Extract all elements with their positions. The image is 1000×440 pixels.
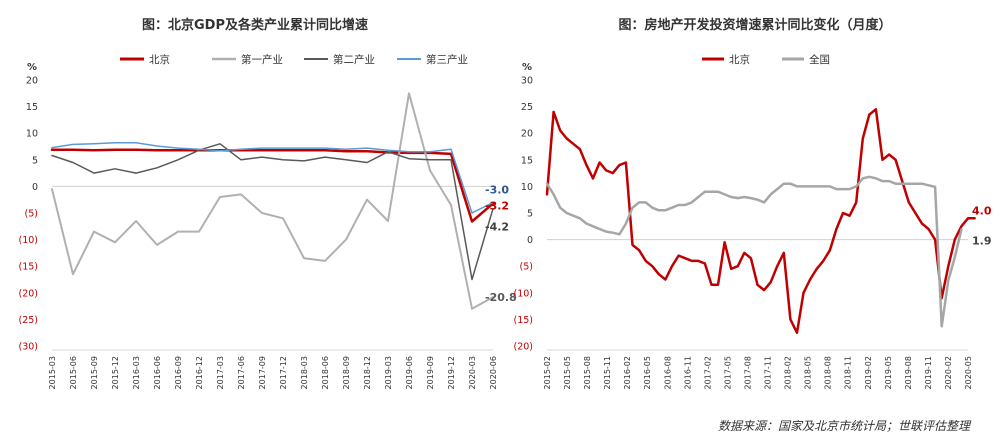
x-tick-label: 2020-05 [964, 356, 973, 389]
series-line [51, 142, 494, 214]
x-tick-label: 2015-05 [563, 356, 572, 389]
y-axis-unit: % [27, 62, 37, 73]
y-tick-label: (15) [18, 262, 38, 273]
y-tick-label: (15) [513, 315, 533, 326]
chart-gdp-growth: 图：北京GDP及各类产业累计同比增速 % 20 15 10 5 0 (5) (10) (15)… [18, 17, 516, 389]
x-tick-label: 2016-11 [683, 356, 692, 389]
x-tick-label: 2018-11 [844, 356, 853, 389]
y-axis-unit: % [522, 62, 532, 73]
x-tick-label: 2015-12 [111, 356, 120, 389]
x-tick-label: 2017-11 [764, 356, 773, 389]
x-tick-label: 2020-03 [468, 356, 477, 389]
x-tick-label: 2017-08 [743, 356, 752, 389]
x-tick-label: 2015-08 [583, 356, 592, 389]
series-line [50, 148, 495, 223]
chart-title: 图：北京GDP及各类产业累计同比增速 [142, 17, 368, 33]
data-label: -3.2 [485, 199, 509, 212]
x-tick-label: 2019-03 [384, 356, 393, 389]
y-tick-label: 15 [26, 102, 38, 113]
x-tick-label: 2019-08 [904, 356, 913, 389]
legend-label: 北京 [149, 53, 170, 66]
x-tick-label: 2017-05 [723, 356, 732, 389]
x-tick-label: 2018-08 [824, 356, 833, 389]
series-line [51, 92, 494, 310]
x-tick-label: 2017-09 [258, 356, 267, 389]
y-tick-label: 5 [527, 209, 533, 220]
x-tick-label: 2015-06 [69, 356, 78, 389]
series-line [545, 108, 976, 334]
series-line [545, 175, 963, 328]
x-tick-label: 2019-05 [884, 356, 893, 389]
x-tick-label: 2016-02 [623, 356, 632, 389]
x-tick-label: 2016-05 [643, 356, 652, 389]
x-tick-label: 2018-03 [300, 356, 309, 389]
x-tick-label: 2018-06 [321, 356, 330, 389]
x-tick-label: 2016-03 [132, 356, 141, 389]
series-line [51, 143, 494, 281]
data-label: 1.9 [972, 235, 992, 248]
y-tick-label: 30 [521, 76, 533, 87]
y-tick-label: (5) [25, 209, 38, 220]
y-tick-label: (10) [18, 235, 38, 246]
y-tick-label: 25 [521, 102, 533, 113]
x-tick-label: 2016-12 [195, 356, 204, 389]
x-tick-label: 2015-03 [48, 356, 57, 389]
x-tick-label: 2020-06 [489, 356, 498, 389]
chart-real-estate-investment: 图：房地产开发投资增速累计同比变化（月度） % 30 25 20 15 10 5 0 (5) (… [513, 17, 991, 389]
y-tick-label: 20 [26, 76, 38, 87]
y-tick-label: (25) [18, 315, 38, 326]
y-tick-label: 15 [521, 155, 533, 166]
x-tick-label: 2017-12 [279, 356, 288, 389]
y-tick-label: 20 [521, 129, 533, 140]
x-tick-label: 2016-08 [663, 356, 672, 389]
data-label: -4.2 [485, 220, 509, 233]
x-tick-label: 2018-09 [342, 356, 351, 389]
chart-title: 图：房地产开发投资增速累计同比变化（月度） [618, 17, 891, 33]
y-tick-label: 0 [527, 235, 533, 246]
x-tick-label: 2018-05 [804, 356, 813, 389]
legend-label: 第一产业 [241, 53, 283, 66]
data-label: -20.8 [485, 291, 517, 304]
y-tick-label: 5 [32, 155, 38, 166]
x-tick-label: 2015-02 [543, 356, 552, 389]
legend-label: 第三产业 [426, 53, 468, 66]
legend-label: 北京 [729, 53, 750, 66]
x-tick-label: 2018-12 [363, 356, 372, 389]
y-tick-label: (30) [18, 342, 38, 353]
y-tick-label: 0 [32, 182, 38, 193]
y-tick-label: (10) [513, 288, 533, 299]
y-tick-label: (20) [18, 288, 38, 299]
x-tick-label: 2018-02 [784, 356, 793, 389]
legend-label: 全国 [809, 53, 830, 66]
x-tick-label: 2019-09 [426, 356, 435, 389]
data-label: -3.0 [485, 183, 509, 196]
x-tick-label: 2016-09 [174, 356, 183, 389]
x-tick-label: 2015-11 [603, 356, 612, 389]
x-tick-label: 2019-11 [924, 356, 933, 389]
x-tick-label: 2019-12 [447, 356, 456, 389]
y-tick-label: (20) [513, 342, 533, 353]
x-tick-label: 2020-02 [944, 356, 953, 389]
x-tick-label: 2015-09 [90, 356, 99, 389]
x-tick-label: 2019-06 [405, 356, 414, 389]
x-tick-label: 2016-06 [153, 356, 162, 389]
y-tick-label: 10 [521, 182, 533, 193]
data-label: 4.0 [972, 204, 992, 217]
data-source-note: 数据来源：国家及北京市统计局；世联评估整理 [717, 419, 970, 433]
legend-label: 第二产业 [333, 53, 375, 66]
y-tick-label: 10 [26, 129, 38, 140]
x-tick-label: 2019-02 [864, 356, 873, 389]
x-tick-label: 2017-03 [216, 356, 225, 389]
x-tick-label: 2017-02 [703, 356, 712, 389]
y-tick-label: (5) [520, 262, 533, 273]
x-tick-label: 2017-06 [237, 356, 246, 389]
